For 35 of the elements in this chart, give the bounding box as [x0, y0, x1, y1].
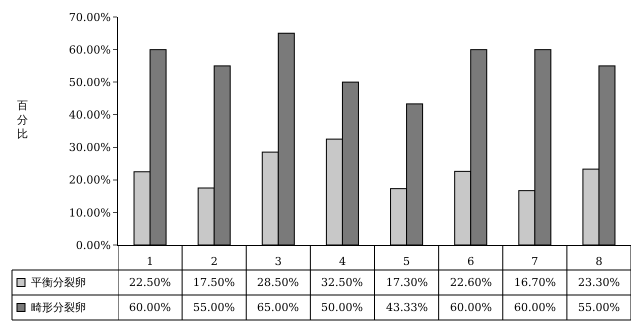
data-label: 60.00%: [450, 301, 492, 314]
y-tick-label: 40.00%: [68, 108, 111, 122]
y-tick-label: 50.00%: [68, 76, 111, 89]
data-label: 17.50%: [193, 276, 235, 289]
data-label: 55.00%: [578, 301, 620, 314]
y-tick-label: 30.00%: [68, 141, 111, 154]
y-tick-label: 20.00%: [68, 174, 111, 187]
data-label: 60.00%: [129, 301, 171, 314]
x-tick-label: 3: [274, 255, 282, 268]
data-label: 28.50%: [257, 276, 299, 289]
legend-label: 平衡分裂卵: [31, 276, 86, 289]
y-tick-label: 70.00%: [68, 10, 111, 24]
data-label: 60.00%: [514, 301, 556, 314]
legend-label: 畸形分裂卵: [31, 301, 86, 314]
data-label: 50.00%: [321, 301, 363, 314]
y-axis-title: 百分比: [17, 99, 28, 141]
x-tick-label: 4: [338, 255, 346, 268]
data-label: 65.00%: [257, 301, 299, 314]
y-tick-label: 10.00%: [68, 206, 111, 220]
data-label: 55.00%: [193, 301, 235, 314]
data-label: 16.70%: [514, 276, 556, 289]
x-tick-label: 1: [146, 255, 154, 268]
data-label: 17.30%: [386, 276, 428, 289]
y-tick-label: 60.00%: [68, 43, 111, 56]
x-tick-label: 8: [595, 255, 602, 268]
data-label: 43.33%: [386, 301, 428, 314]
x-tick-label: 5: [403, 255, 410, 268]
data-label: 22.50%: [129, 276, 171, 289]
data-label: 32.50%: [321, 276, 363, 289]
data-label: 22.60%: [450, 276, 492, 289]
x-tick-label: 7: [531, 255, 538, 268]
x-tick-label: 6: [467, 255, 474, 268]
y-tick-label: 0.00%: [76, 238, 111, 252]
data-label: 23.30%: [578, 276, 620, 289]
x-tick-label: 2: [210, 255, 218, 268]
